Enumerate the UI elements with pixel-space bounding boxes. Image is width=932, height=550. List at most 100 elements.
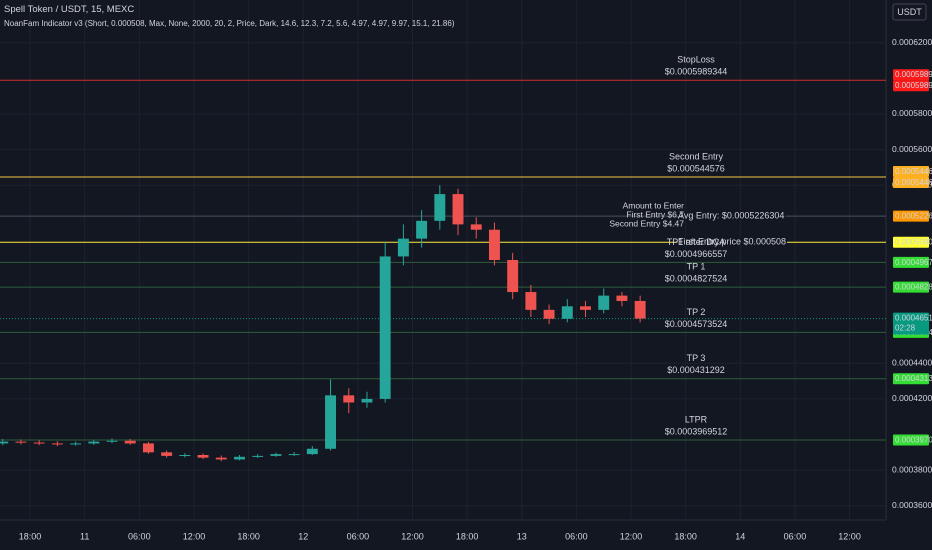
level-label: TP 1 xyxy=(687,262,706,272)
candle-body xyxy=(197,455,209,458)
price-label: 0.0005989 xyxy=(895,70,932,79)
candle-body xyxy=(270,454,282,456)
y-tick-label: 0.0004200 xyxy=(892,393,932,403)
price-label-box xyxy=(893,210,929,222)
candle-body xyxy=(488,229,500,260)
candle-body xyxy=(343,395,355,403)
candle-body xyxy=(70,443,82,445)
y-tick-label: 0.0005600 xyxy=(892,144,932,154)
level-label: TP1 after DCA xyxy=(667,237,726,247)
x-tick-label: 13 xyxy=(517,531,527,541)
price-label: 0.0005226 xyxy=(895,212,932,221)
x-tick-label: 12:00 xyxy=(838,531,861,541)
grid xyxy=(0,0,886,520)
x-tick-label: 06:00 xyxy=(128,531,151,541)
price-label: 0.0005446 xyxy=(895,178,932,187)
level-label: $0.0004966557 xyxy=(665,249,728,259)
x-tick-label: 14 xyxy=(735,531,745,541)
price-label: 0.0005989 xyxy=(895,81,932,90)
candle-body xyxy=(452,194,464,225)
note-text: Amount to Enter xyxy=(623,200,685,210)
x-tick-label: 18:00 xyxy=(674,531,697,541)
candle-body xyxy=(598,295,610,310)
price-label-box xyxy=(893,434,929,446)
candle-body xyxy=(0,441,9,444)
x-tick-label: 06:00 xyxy=(784,531,807,541)
candle-body xyxy=(434,194,446,221)
y-tick-label: 0.0004400 xyxy=(892,358,932,368)
price-label-box xyxy=(893,256,929,268)
candle-body xyxy=(616,295,628,301)
x-tick-label: 18:00 xyxy=(237,531,260,541)
level-label: LTPR xyxy=(685,414,708,424)
candles xyxy=(0,185,646,462)
level-label: TP 3 xyxy=(687,353,706,363)
level-label: $0.0003969512 xyxy=(665,426,728,436)
candle-body xyxy=(507,260,519,293)
level-label: Avg Entry: $0.0005226304 xyxy=(678,211,784,221)
price-label-box xyxy=(893,236,929,248)
price-label: 0.0004313 xyxy=(895,374,932,383)
y-tick-label: 0.0005800 xyxy=(892,108,932,118)
price-label: 0.0003970 xyxy=(895,435,932,444)
candle-body xyxy=(416,220,428,239)
candle-body xyxy=(161,452,173,456)
candle-body xyxy=(543,309,555,319)
level-label: TP 2 xyxy=(687,307,706,317)
candle-body xyxy=(306,448,318,455)
candle-body xyxy=(252,455,264,457)
note-text: Second Entry $4.47 xyxy=(609,218,684,228)
level-label: StopLoss xyxy=(677,55,715,65)
price-label-box xyxy=(893,80,929,92)
candle-body xyxy=(580,306,591,310)
note-text: First Entry $6.7 xyxy=(626,209,684,219)
candle-body xyxy=(179,455,191,456)
candle-body xyxy=(361,398,373,403)
x-tick-label: 11 xyxy=(80,531,89,541)
currency-button[interactable] xyxy=(892,3,927,21)
price-label: 0.0005446 xyxy=(895,167,932,176)
current-price-box xyxy=(893,312,929,335)
candle-body xyxy=(15,441,27,443)
chart-title: Spell Token / USDT, 15, MEXC xyxy=(4,4,134,15)
x-tick-label: 12:00 xyxy=(183,531,206,541)
price-label: 0.0004828 xyxy=(895,283,932,292)
currency-button-label[interactable]: USDT xyxy=(897,7,922,17)
current-price-timer: 02:28 xyxy=(895,324,916,333)
y-tick-label: 0.0003800 xyxy=(892,464,932,474)
x-tick-label: 12:00 xyxy=(620,531,643,541)
price-label-box xyxy=(893,177,929,189)
candle-body xyxy=(33,442,45,444)
candle-body xyxy=(106,440,118,442)
level-label: $0.000431292 xyxy=(667,365,725,375)
candle-body xyxy=(525,292,537,310)
y-tick-label: 0.0006200 xyxy=(892,37,932,47)
candle-body xyxy=(470,224,482,230)
current-price-label: 0.0004651 xyxy=(895,314,932,323)
levels: StopLoss $0.0005989344 Second Entry $0.0005… xyxy=(0,55,886,441)
candle-body xyxy=(88,441,100,444)
x-tick-label: 06:00 xyxy=(565,531,588,541)
candle-body xyxy=(215,457,227,460)
axes: 0.00062000.00058000.00056000.00054000.00… xyxy=(19,37,932,541)
price-label-box xyxy=(893,69,929,81)
candle-body xyxy=(51,443,63,445)
x-tick-label: 06:00 xyxy=(347,531,370,541)
level-label: $0.0004827524 xyxy=(665,274,728,284)
price-label-box xyxy=(893,281,929,293)
price-label-box xyxy=(893,166,929,178)
x-tick-label: 12 xyxy=(298,531,308,541)
y-tick-label: 0.0003600 xyxy=(892,500,932,510)
candle-body xyxy=(379,256,391,399)
candle-body xyxy=(142,443,154,453)
candle-body xyxy=(634,300,646,319)
candle-body xyxy=(288,454,300,456)
indicator-params: NoanFam Indicator v3 (Short, 0.000508, M… xyxy=(4,19,455,28)
price-label-box xyxy=(893,373,929,385)
level-label: Second Entry xyxy=(669,151,724,161)
level-label: $0.000544576 xyxy=(667,163,725,173)
price-label: 0.0005080 xyxy=(895,238,932,247)
price-label: 0.0004967 xyxy=(895,258,932,267)
